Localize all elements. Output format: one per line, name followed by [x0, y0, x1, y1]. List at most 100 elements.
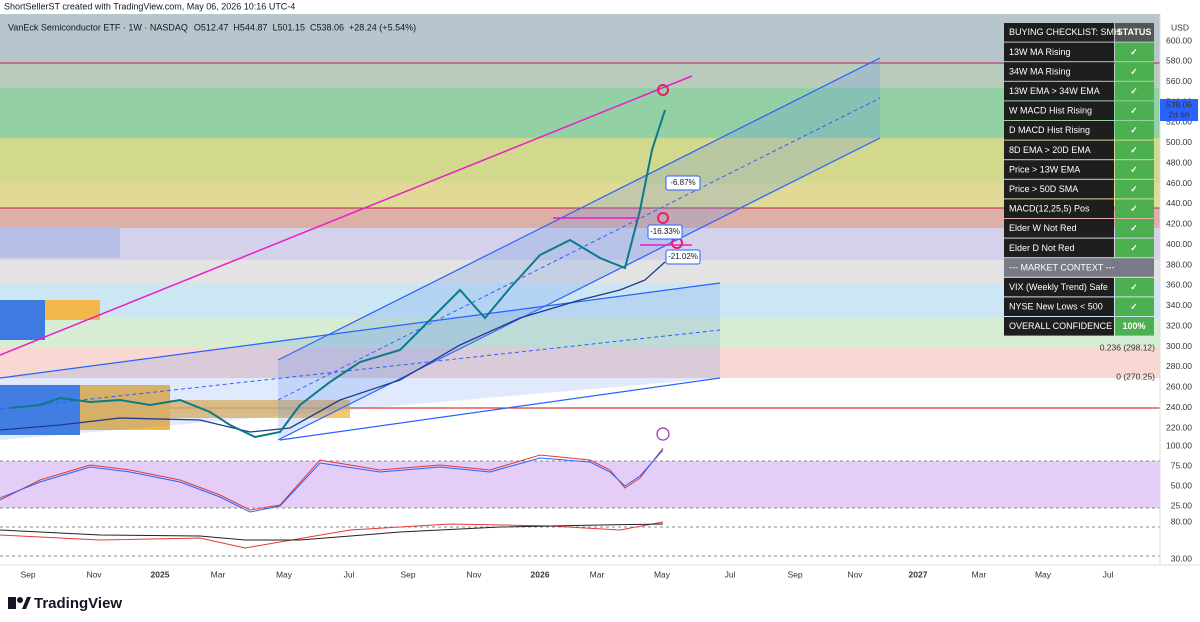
price-label: 600.00: [1166, 35, 1192, 45]
ohlc-value: H544.87: [233, 22, 267, 32]
status-text: STATUS: [1117, 27, 1152, 37]
label-text: 13W EMA > 34W EMA: [1009, 86, 1100, 96]
section-text: --- MARKET CONTEXT ---: [1009, 262, 1115, 272]
lower-panel: [0, 517, 1160, 565]
status-text: ✓: [1130, 184, 1138, 194]
label-text: NYSE New Lows < 500: [1009, 302, 1103, 312]
annotations: -6.87% -16.33% -21.02%: [647, 175, 701, 265]
status-text: ✓: [1130, 106, 1138, 116]
label-text: W MACD Hist Rising: [1009, 106, 1092, 116]
rsi-label: 100.00: [1166, 440, 1192, 450]
label-cell: [1004, 179, 1114, 199]
status-text: ✓: [1130, 204, 1138, 214]
status-cell: [1115, 199, 1154, 218]
status-text: ✓: [1130, 86, 1138, 96]
label-text: 13W MA Rising: [1009, 47, 1071, 57]
time-label: Nov: [847, 569, 863, 579]
axes: 600.00580.00560.00540.00520.00500.00480.…: [20, 35, 1198, 579]
annotation-box: [665, 249, 701, 265]
ohlc-value: O512.47: [194, 22, 229, 32]
time-label: Nov: [86, 569, 102, 579]
price-label: 500.00: [1166, 137, 1192, 147]
ohlc-value: +28.24 (+5.54%): [349, 22, 416, 32]
unit-label: USD: [1171, 22, 1189, 32]
label-cell: [1004, 140, 1114, 160]
lower-label: 80.00: [1171, 516, 1193, 526]
price-label: 460.00: [1166, 178, 1192, 188]
logo: [8, 597, 31, 609]
label-cell: [1004, 121, 1114, 140]
rsi-panel: [0, 445, 1160, 517]
price-label: 480.00: [1166, 157, 1192, 167]
time-label: Mar: [972, 569, 987, 579]
status-cell: [1115, 140, 1154, 160]
price-tag: [1160, 99, 1198, 121]
price-label: 300.00: [1166, 341, 1192, 351]
time-label: 2027: [909, 569, 928, 579]
fib-label: 0 (270.25): [1116, 371, 1155, 381]
time-label: 2025: [151, 569, 170, 579]
time-label: May: [276, 569, 293, 579]
label-text: BUYING CHECKLIST: SMH: [1009, 27, 1121, 37]
label-cell: [1004, 317, 1114, 336]
label-text: Price > 13W EMA: [1009, 164, 1080, 174]
countdown: 2d 6h: [1168, 109, 1190, 119]
status-text: ✓: [1130, 243, 1138, 253]
status-cell: [1115, 42, 1154, 62]
price-label: 280.00: [1166, 361, 1192, 371]
time-label: May: [654, 569, 671, 579]
status-text: ✓: [1130, 223, 1138, 233]
price-lines: [0, 109, 666, 439]
rsi-label: 75.00: [1171, 460, 1193, 470]
fib-label: 0.236 (298.12): [1100, 342, 1155, 352]
label-text: 34W MA Rising: [1009, 66, 1071, 76]
label-cell: [1004, 81, 1114, 101]
status-cell: [1115, 121, 1154, 140]
label-cell: [1004, 101, 1114, 120]
label-cell: [1004, 62, 1114, 81]
status-text: ✓: [1130, 145, 1138, 155]
rsi-label: 25.00: [1171, 500, 1193, 510]
status-cell: [1115, 219, 1154, 238]
time-label: Nov: [466, 569, 482, 579]
price-label: 220.00: [1166, 422, 1192, 432]
time-label: Jul: [725, 569, 736, 579]
status-text: ✓: [1130, 164, 1138, 174]
time-label: 2026: [531, 569, 550, 579]
time-label: Mar: [590, 569, 605, 579]
status-cell: [1115, 62, 1154, 81]
status-cell: [1115, 179, 1154, 199]
background-bands: [0, 14, 1160, 454]
label-cell: [1004, 42, 1114, 62]
status-cell: [1115, 277, 1154, 297]
status-cell: [1115, 297, 1154, 316]
status-text: ✓: [1130, 282, 1138, 292]
status-cell: [1115, 317, 1154, 336]
time-label: Sep: [400, 569, 415, 579]
label-text: Elder W Not Red: [1009, 223, 1077, 233]
status-text: ✓: [1130, 302, 1138, 312]
label-text: Price > 50D SMA: [1009, 184, 1078, 194]
status-cell: [1115, 81, 1154, 101]
label-cell: [1004, 160, 1114, 179]
price-label: 240.00: [1166, 402, 1192, 412]
price-label: 260.00: [1166, 382, 1192, 392]
time-label: Jul: [1103, 569, 1114, 579]
time-label: Jul: [344, 569, 355, 579]
label-cell: [1004, 199, 1114, 218]
label-text: 8D EMA > 20D EMA: [1009, 145, 1091, 155]
ohlc-value: C538.06: [310, 22, 344, 32]
label-cell: [1004, 238, 1114, 258]
annotation: -21.02%: [668, 252, 698, 261]
last-price: 538.06: [1166, 99, 1192, 109]
label-cell: [1004, 277, 1114, 297]
symbol-label: VanEck Semiconductor ETF · 1W · NASDAQ: [8, 22, 188, 32]
status-text: ✓: [1130, 66, 1138, 76]
price-label: 580.00: [1166, 56, 1192, 66]
price-label: 560.00: [1166, 76, 1192, 86]
price-label: 380.00: [1166, 259, 1192, 269]
